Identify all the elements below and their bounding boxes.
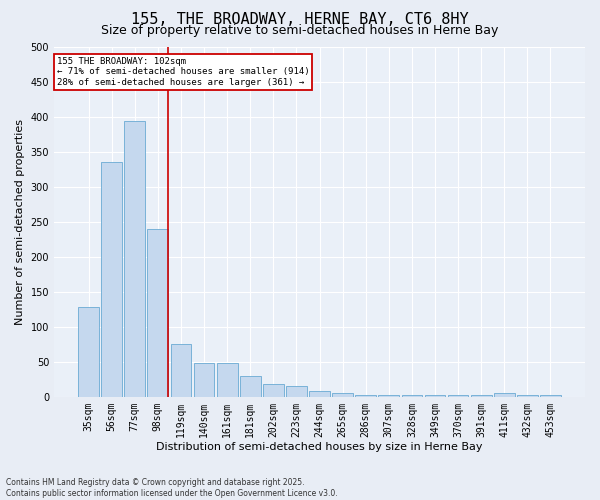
Bar — [240, 376, 260, 397]
Bar — [263, 384, 284, 397]
Bar — [217, 363, 238, 397]
Bar — [124, 122, 145, 397]
Bar — [379, 396, 399, 397]
Text: Size of property relative to semi-detached houses in Herne Bay: Size of property relative to semi-detach… — [101, 24, 499, 37]
Bar — [309, 391, 330, 397]
Bar — [194, 363, 214, 397]
Bar — [517, 396, 538, 397]
Bar — [101, 162, 122, 397]
Bar — [401, 396, 422, 397]
Bar — [148, 228, 168, 397]
Bar — [332, 394, 353, 397]
Bar — [78, 307, 99, 397]
Bar — [170, 344, 191, 397]
X-axis label: Distribution of semi-detached houses by size in Herne Bay: Distribution of semi-detached houses by … — [156, 442, 483, 452]
Bar — [494, 394, 515, 397]
Bar — [355, 396, 376, 397]
Bar — [448, 396, 469, 397]
Bar — [471, 396, 491, 397]
Y-axis label: Number of semi-detached properties: Number of semi-detached properties — [15, 118, 25, 324]
Text: Contains HM Land Registry data © Crown copyright and database right 2025.
Contai: Contains HM Land Registry data © Crown c… — [6, 478, 338, 498]
Bar — [425, 396, 445, 397]
Bar — [540, 396, 561, 397]
Text: 155 THE BROADWAY: 102sqm
← 71% of semi-detached houses are smaller (914)
28% of : 155 THE BROADWAY: 102sqm ← 71% of semi-d… — [56, 57, 310, 87]
Text: 155, THE BROADWAY, HERNE BAY, CT6 8HY: 155, THE BROADWAY, HERNE BAY, CT6 8HY — [131, 12, 469, 28]
Bar — [286, 386, 307, 397]
